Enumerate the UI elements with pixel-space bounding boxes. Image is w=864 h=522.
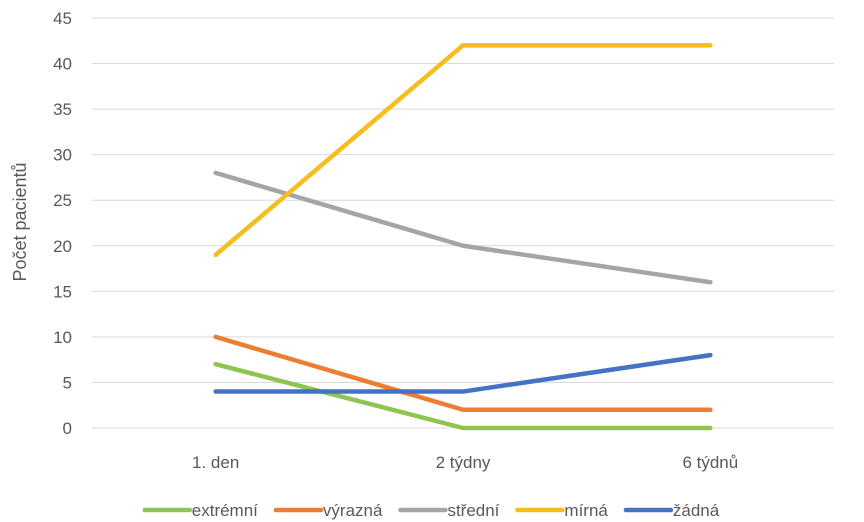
y-tick-label: 10 bbox=[53, 328, 72, 347]
y-axis-ticks: 0 5 10 15 20 25 30 35 40 45 bbox=[53, 9, 72, 438]
x-tick-label: 2 týdny bbox=[436, 453, 491, 472]
y-axis-title: Počet pacientů bbox=[10, 162, 30, 281]
y-tick-label: 20 bbox=[53, 237, 72, 256]
legend-label: střední bbox=[447, 501, 499, 520]
y-tick-label: 25 bbox=[53, 191, 72, 210]
series-line bbox=[213, 43, 713, 258]
series-line bbox=[213, 352, 713, 394]
legend-item: mírná bbox=[515, 501, 608, 520]
series-line bbox=[213, 334, 713, 413]
legend-item: žádná bbox=[623, 501, 720, 520]
y-tick-label: 35 bbox=[53, 100, 72, 119]
y-tick-label: 40 bbox=[53, 55, 72, 74]
y-tick-label: 0 bbox=[63, 419, 72, 438]
gridlines bbox=[92, 17, 834, 429]
y-tick-label: 5 bbox=[63, 373, 72, 392]
series-line bbox=[213, 170, 713, 285]
legend-label: mírná bbox=[564, 501, 608, 520]
x-axis-ticks: 1. den 2 týdny 6 týdnů bbox=[192, 453, 738, 472]
legend: extrémní výrazná střední mírná žádná bbox=[142, 501, 720, 520]
legend-item: výrazná bbox=[273, 501, 383, 520]
x-tick-label: 1. den bbox=[192, 453, 239, 472]
x-tick-label: 6 týdnů bbox=[682, 453, 738, 472]
legend-label: výrazná bbox=[323, 501, 383, 520]
series-line bbox=[213, 361, 713, 431]
legend-item: extrémní bbox=[142, 501, 258, 520]
legend-label: žádná bbox=[673, 501, 720, 520]
y-tick-label: 15 bbox=[53, 282, 72, 301]
legend-item: střední bbox=[398, 501, 500, 520]
y-tick-label: 45 bbox=[53, 9, 72, 28]
legend-label: extrémní bbox=[192, 501, 258, 520]
y-tick-label: 30 bbox=[53, 146, 72, 165]
series-lines bbox=[213, 43, 713, 431]
